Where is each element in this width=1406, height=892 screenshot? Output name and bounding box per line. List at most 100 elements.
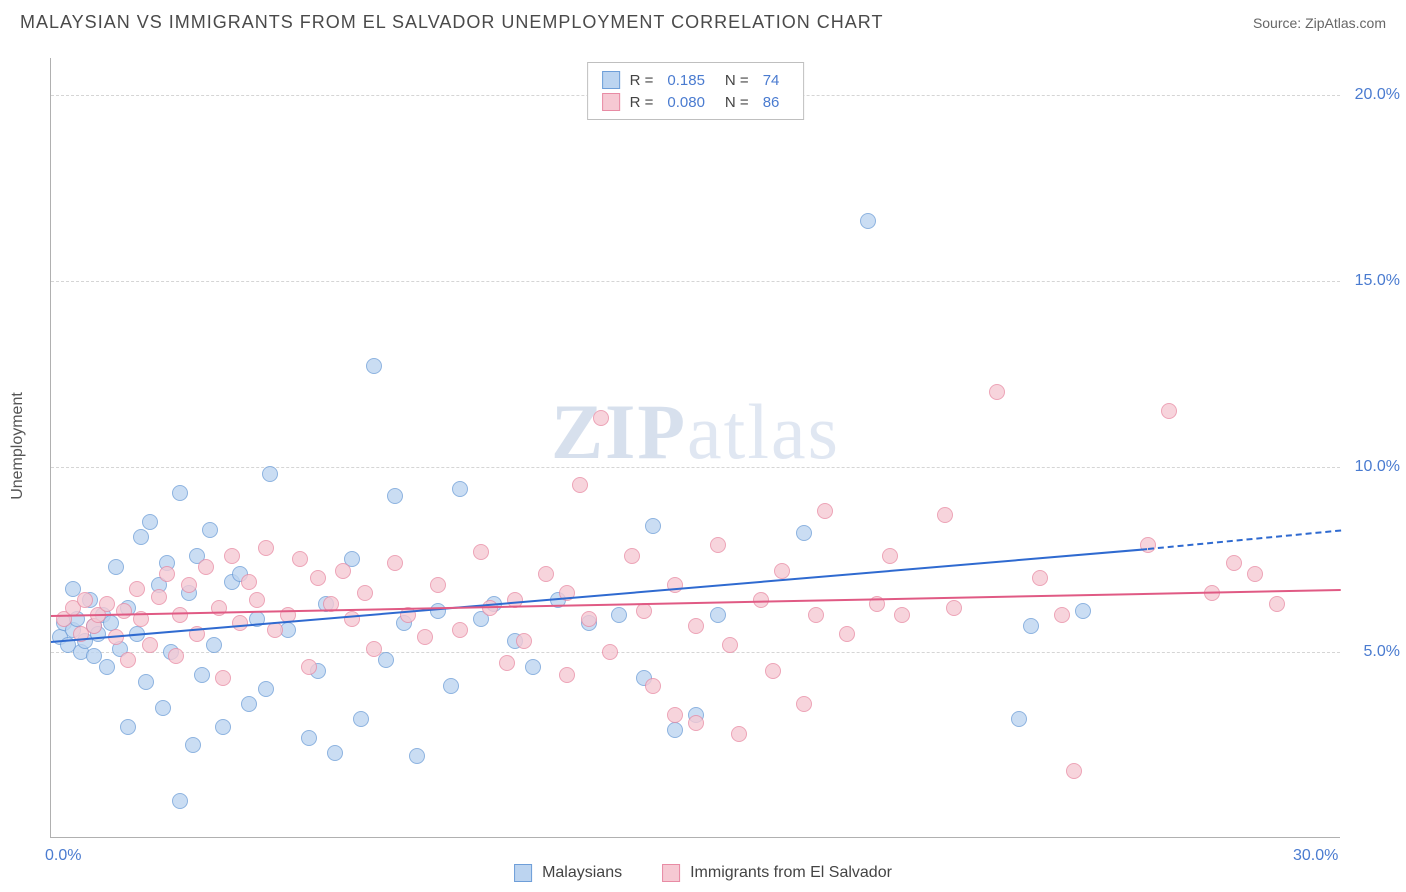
data-point — [430, 603, 446, 619]
data-point — [206, 637, 222, 653]
data-point — [516, 633, 532, 649]
x-tick-label: 30.0% — [1293, 847, 1338, 865]
data-point — [688, 715, 704, 731]
n-value: 74 — [763, 72, 780, 89]
data-point — [202, 522, 218, 538]
data-point — [172, 793, 188, 809]
data-point — [116, 603, 132, 619]
r-value: 0.080 — [667, 94, 705, 111]
data-point — [624, 548, 640, 564]
data-point — [357, 585, 373, 601]
data-point — [99, 659, 115, 675]
source-label: Source: ZipAtlas.com — [1253, 15, 1386, 31]
legend-label: Malaysians — [542, 864, 622, 882]
data-point — [387, 555, 403, 571]
data-point — [593, 410, 609, 426]
data-point — [710, 607, 726, 623]
data-point — [1023, 618, 1039, 634]
data-point — [602, 644, 618, 660]
data-point — [1054, 607, 1070, 623]
data-point — [224, 548, 240, 564]
legend-swatch — [662, 864, 680, 882]
trend-line — [1147, 530, 1341, 551]
data-point — [129, 581, 145, 597]
data-point — [133, 529, 149, 545]
data-point — [894, 607, 910, 623]
data-point — [937, 507, 953, 523]
grid-line — [51, 652, 1340, 653]
data-point — [839, 626, 855, 642]
data-point — [194, 667, 210, 683]
legend-swatch — [602, 71, 620, 89]
data-point — [417, 629, 433, 645]
data-point — [120, 719, 136, 735]
y-tick-label: 15.0% — [1355, 272, 1400, 290]
data-point — [1161, 403, 1177, 419]
r-label: R = — [630, 94, 654, 111]
data-point — [688, 618, 704, 634]
data-point — [796, 696, 812, 712]
data-point — [138, 674, 154, 690]
legend-label: Immigrants from El Salvador — [690, 864, 892, 882]
data-point — [860, 213, 876, 229]
data-point — [258, 540, 274, 556]
data-point — [292, 551, 308, 567]
r-value: 0.185 — [667, 72, 705, 89]
data-point — [241, 574, 257, 590]
data-point — [430, 577, 446, 593]
watermark-zip: ZIP — [551, 388, 687, 475]
data-point — [499, 655, 515, 671]
data-point — [99, 596, 115, 612]
y-axis-label: Unemployment — [9, 392, 27, 500]
x-tick-label: 0.0% — [45, 847, 81, 865]
data-point — [946, 600, 962, 616]
data-point — [198, 559, 214, 575]
data-point — [645, 518, 661, 534]
legend-row: R = 0.080N = 86 — [602, 91, 790, 113]
data-point — [525, 659, 541, 675]
data-point — [185, 737, 201, 753]
data-point — [473, 544, 489, 560]
data-point — [667, 577, 683, 593]
data-point — [241, 696, 257, 712]
data-point — [344, 611, 360, 627]
data-point — [108, 559, 124, 575]
data-point — [77, 592, 93, 608]
data-point — [722, 637, 738, 653]
data-point — [611, 607, 627, 623]
data-point — [1032, 570, 1048, 586]
y-tick-label: 20.0% — [1355, 86, 1400, 104]
data-point — [366, 641, 382, 657]
data-point — [366, 358, 382, 374]
data-point — [1011, 711, 1027, 727]
data-point — [142, 637, 158, 653]
data-point — [731, 726, 747, 742]
data-point — [159, 566, 175, 582]
data-point — [353, 711, 369, 727]
data-point — [452, 481, 468, 497]
data-point — [774, 563, 790, 579]
data-point — [572, 477, 588, 493]
series-legend: Malaysians Immigrants from El Salvador — [514, 864, 892, 882]
data-point — [301, 659, 317, 675]
n-label: N = — [725, 72, 749, 89]
data-point — [710, 537, 726, 553]
data-point — [335, 563, 351, 579]
n-label: N = — [725, 94, 749, 111]
chart-title: MALAYSIAN VS IMMIGRANTS FROM EL SALVADOR… — [20, 12, 883, 33]
data-point — [989, 384, 1005, 400]
data-point — [1075, 603, 1091, 619]
data-point — [1269, 596, 1285, 612]
data-point — [1066, 763, 1082, 779]
correlation-legend: R = 0.185N = 74R = 0.080N = 86 — [587, 62, 805, 120]
legend-swatch — [602, 93, 620, 111]
data-point — [667, 707, 683, 723]
data-point — [765, 663, 781, 679]
y-tick-label: 10.0% — [1355, 458, 1400, 476]
grid-line — [51, 281, 1340, 282]
data-point — [168, 648, 184, 664]
data-point — [387, 488, 403, 504]
legend-swatch — [514, 864, 532, 882]
data-point — [1226, 555, 1242, 571]
watermark-atlas: atlas — [687, 388, 840, 475]
